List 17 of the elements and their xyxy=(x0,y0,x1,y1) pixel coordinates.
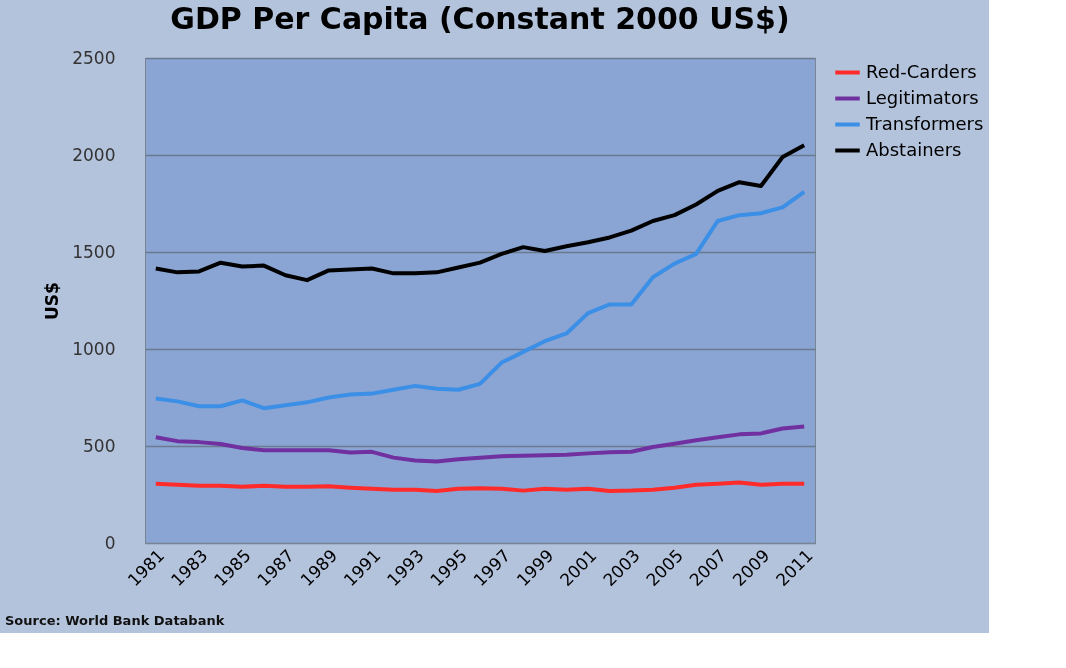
line-series xyxy=(153,480,807,494)
line-series xyxy=(153,189,807,411)
y-axis-title: US$ xyxy=(42,282,63,320)
y-tick-label: 1000 xyxy=(72,338,116,359)
y-tick-label: 0 xyxy=(104,532,116,553)
legend-label: Transformers xyxy=(865,112,984,134)
y-tick-label: 1500 xyxy=(72,241,116,262)
legend-label: Legitimators xyxy=(866,86,979,108)
line-series xyxy=(153,143,807,283)
y-tick-label: 2500 xyxy=(72,47,116,68)
y-tick-label: 2000 xyxy=(72,144,116,165)
legend-label: Red-Carders xyxy=(866,60,977,82)
source-note: Source: World Bank Databank xyxy=(5,613,225,628)
line-series xyxy=(153,424,807,464)
legend-label: Abstainers xyxy=(866,138,962,160)
chart-title: GDP Per Capita (Constant 2000 US$) xyxy=(170,1,790,36)
y-tick-label: 500 xyxy=(83,435,116,456)
